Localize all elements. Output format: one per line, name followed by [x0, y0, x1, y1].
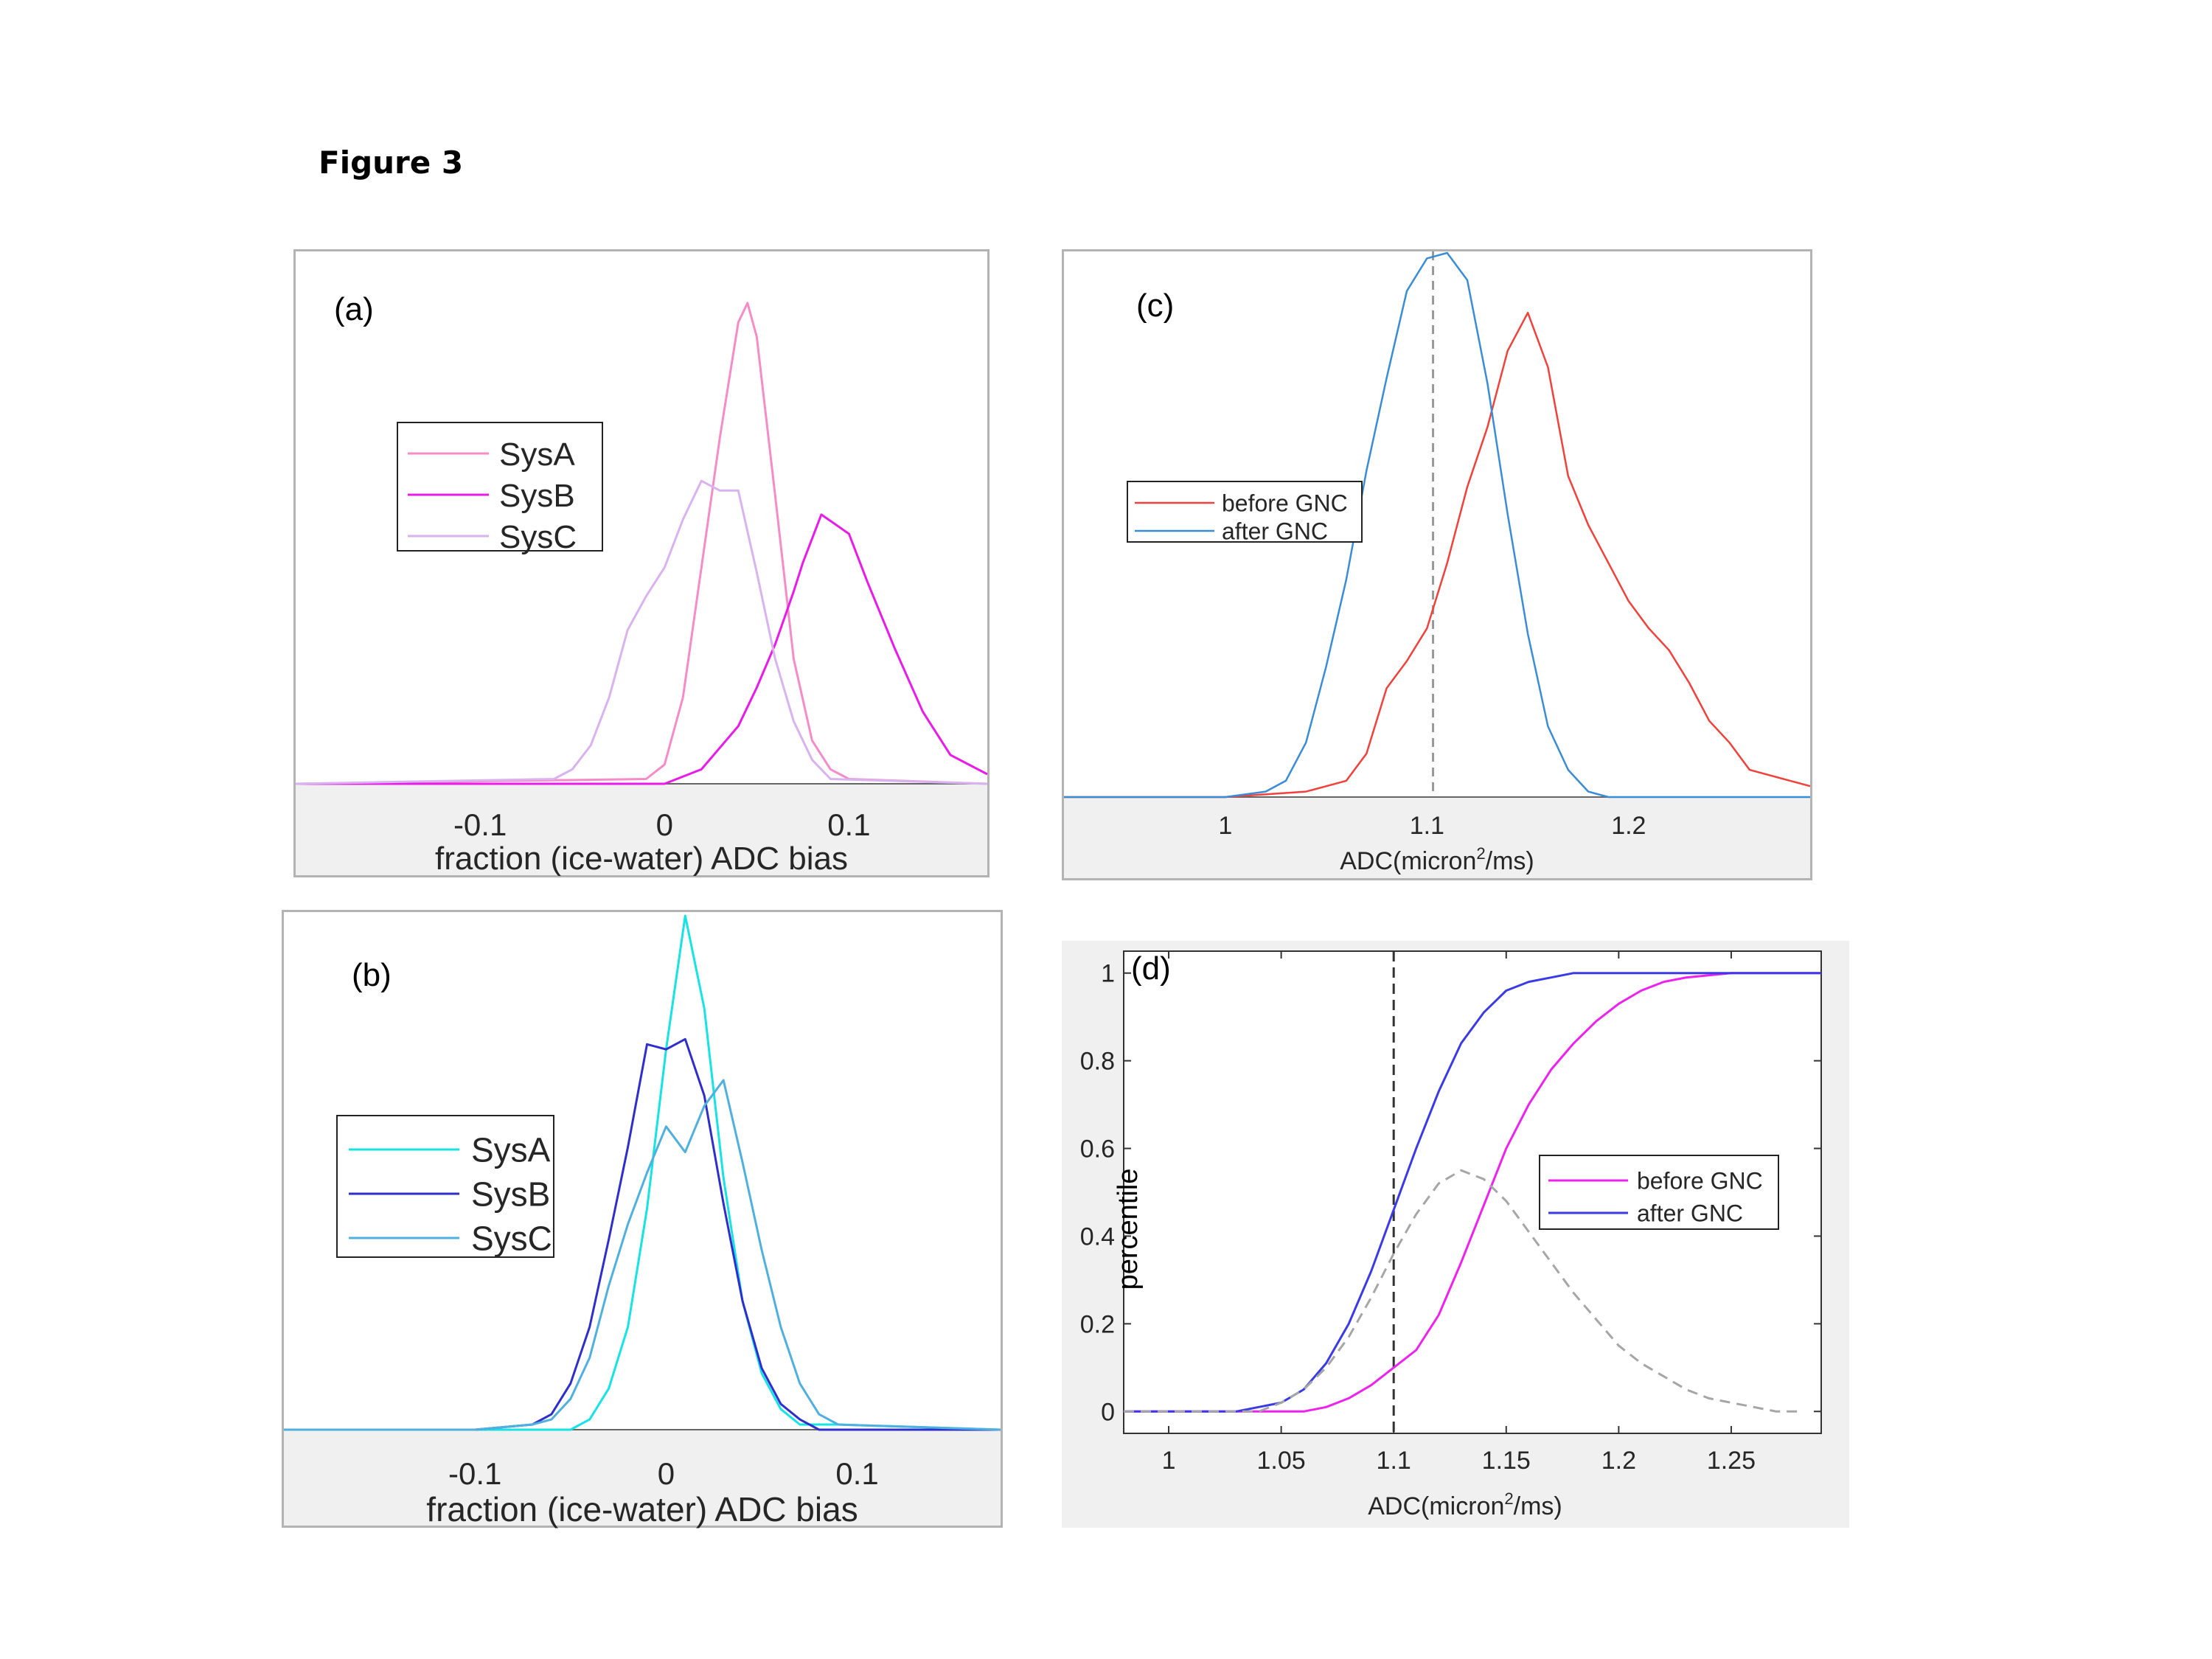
- x-tick-label: 0: [658, 1456, 675, 1491]
- legend-label: SysB: [499, 478, 575, 514]
- figure-title: Figure 3: [319, 145, 464, 181]
- x-axis-label-sup: 2: [1504, 1489, 1513, 1508]
- x-axis-label-tail: /ms): [1514, 1492, 1562, 1520]
- legend-label: SysC: [471, 1220, 552, 1258]
- legend-label: before GNC: [1222, 490, 1348, 517]
- panel-c: 1 1.1 1.2 ADC(micron2/ms) (c) before GNC after…: [1062, 249, 1812, 880]
- x-tick-label: 0: [656, 807, 673, 842]
- x-tick-label: 1.2: [1611, 812, 1646, 840]
- y-tick-label: 1: [1101, 960, 1115, 988]
- panel-label: (c): [1136, 288, 1174, 324]
- legend-label: SysA: [499, 437, 575, 473]
- y-tick-label: 0: [1101, 1398, 1115, 1426]
- panel-label: (b): [352, 957, 392, 993]
- chart-c: 1 1.1 1.2 ADC(micron2/ms) (c) before GNCafter…: [1064, 251, 1811, 875]
- x-tick-label: 1.1: [1410, 812, 1444, 840]
- y-tick-label: 0.4: [1080, 1222, 1115, 1251]
- x-axis-label-base: ADC(micron: [1340, 847, 1476, 875]
- panel-label: (d): [1131, 950, 1171, 987]
- legend-label: after GNC: [1222, 518, 1328, 545]
- x-axis-label: ADC(micron2/ms): [1340, 844, 1534, 875]
- panel-a: -0.1 0 0.1 fraction (ice-water) ADC bias (a)…: [293, 249, 990, 877]
- x-axis-label-sup: 2: [1476, 844, 1485, 863]
- x-axis-label: ADC(micron2/ms): [1368, 1489, 1562, 1520]
- series-line-sysc: [284, 1079, 1001, 1431]
- panel-label: (a): [334, 291, 374, 327]
- x-tick-label: 0.1: [827, 807, 870, 842]
- legend-label: after GNC: [1637, 1200, 1743, 1227]
- legend-label: SysB: [471, 1175, 550, 1214]
- series-line-before-gnc: [1064, 311, 1811, 799]
- x-axis-label-base: ADC(micron: [1368, 1492, 1504, 1520]
- x-tick-label: 1.1: [1377, 1447, 1411, 1475]
- panel-d: 0 0.2 0.4 0.6 0.8 1 percentile 1 1.05 1.1 1.15 1.2 1…: [1062, 941, 1849, 1528]
- y-tick-label: 0.6: [1080, 1135, 1115, 1164]
- series-line-sysc: [295, 479, 988, 785]
- x-tick-label: -0.1: [448, 1456, 501, 1491]
- series-line-before-gnc: [1124, 972, 1821, 1413]
- x-tick-label: -0.1: [453, 807, 507, 842]
- legend-label: before GNC: [1637, 1168, 1763, 1194]
- chart-d: 0 0.2 0.4 0.6 0.8 1 percentile 1 1.05 1.1 1.15 1.2 1…: [1080, 950, 1822, 1520]
- legend-box: [397, 422, 603, 552]
- legend-box: [1539, 1155, 1779, 1230]
- y-axis-label: percentile: [1113, 1169, 1144, 1290]
- series-line-sysb: [296, 513, 988, 785]
- legend-box: [1127, 481, 1363, 543]
- series-line-sysb: [284, 1037, 1001, 1431]
- x-tick-label: 1: [1162, 1447, 1176, 1475]
- legend-label: SysA: [471, 1131, 551, 1169]
- series-line-sysa: [284, 914, 1001, 1431]
- y-tick-label: 0.8: [1080, 1048, 1115, 1076]
- x-tick-label: 1.25: [1707, 1447, 1756, 1475]
- x-tick-label: 1.05: [1257, 1447, 1306, 1475]
- x-tick-label: 1.2: [1601, 1447, 1636, 1475]
- y-tick-label: 0.2: [1080, 1310, 1115, 1338]
- x-axis-label-tail: /ms): [1486, 847, 1534, 875]
- x-axis-label: fraction (ice-water) ADC bias: [426, 1490, 858, 1528]
- legend-label: SysC: [499, 519, 577, 555]
- series-line-after-gnc: [1064, 251, 1810, 799]
- x-axis-label: fraction (ice-water) ADC bias: [435, 841, 848, 877]
- x-tick-label: 1.15: [1482, 1447, 1531, 1475]
- series-line-distribution: [1124, 1169, 1799, 1413]
- panel-b: -0.1 0 0.1 fraction (ice-water) ADC bias (b)…: [282, 910, 1003, 1528]
- legend-box: [336, 1115, 554, 1258]
- x-tick-label: 0.1: [835, 1456, 878, 1491]
- x-tick-label: 1: [1218, 812, 1232, 840]
- series-line-sysa: [295, 302, 988, 785]
